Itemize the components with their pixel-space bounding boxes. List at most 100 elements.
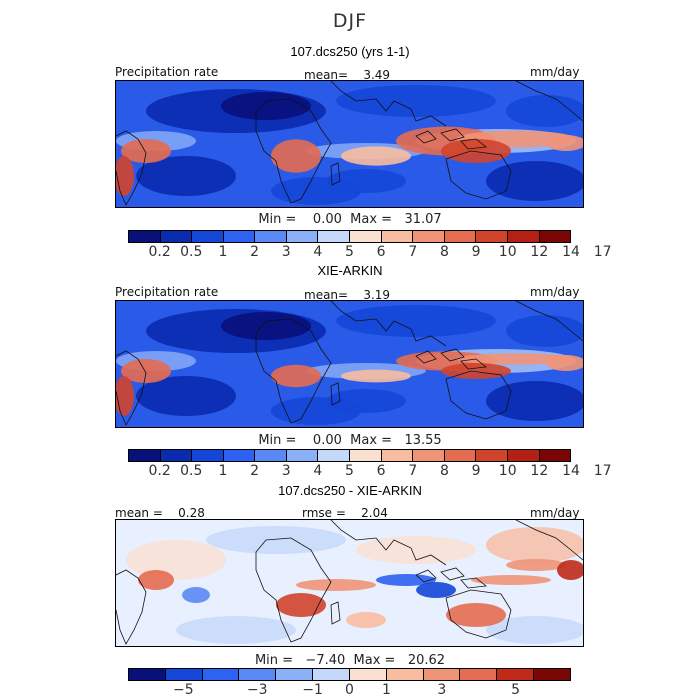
colorbar-tick-label: 4: [313, 463, 323, 479]
colorbar-tick-label: 17: [593, 463, 612, 479]
colorbar-tick-label: −3: [246, 682, 268, 698]
panel2-field-label: Precipitation rate: [115, 285, 219, 299]
colorbar-swatch: [539, 450, 571, 461]
panel3-minmax: Min = −7.40 Max = 20.62: [254, 653, 446, 668]
colorbar-swatch: [192, 231, 224, 242]
colorbar-swatch: [192, 450, 224, 461]
panel2-colorbar-ticks: 0.2 0.5 1 2 3 4 5 6 7 8 9 10 12 14 17: [128, 463, 612, 479]
colorbar-swatch: [413, 450, 445, 461]
colorbar-swatch: [349, 669, 387, 680]
colorbar-swatch: [534, 669, 570, 680]
colorbar-swatch: [276, 669, 314, 680]
colorbar-swatch: [255, 450, 287, 461]
global-precipitation-map-icon: [116, 81, 583, 207]
panel1-colorbar: [128, 230, 571, 243]
colorbar-tick-label: 14: [562, 244, 580, 260]
colorbar-swatch: [386, 669, 424, 680]
colorbar-swatch: [286, 450, 319, 461]
colorbar-tick-label: 7: [408, 463, 418, 479]
panel1-title: 107.dcs250 (yrs 1-1): [290, 44, 410, 59]
colorbar-swatch: [444, 450, 477, 461]
colorbar-swatch: [381, 231, 414, 242]
panel3-map: [115, 519, 584, 647]
panel3-rmse-label: rmse = 2.04: [302, 506, 388, 520]
colorbar-tick-label: 12: [530, 244, 549, 260]
colorbar-tick-label: 5: [511, 682, 521, 698]
colorbar-swatch: [286, 231, 319, 242]
colorbar-tick-label: 5: [345, 463, 354, 479]
colorbar-tick-label: 10: [498, 463, 517, 479]
colorbar-swatch: [313, 669, 350, 680]
colorbar-swatch: [255, 231, 287, 242]
colorbar-tick-label: 0.5: [180, 244, 203, 260]
colorbar-tick-label: −5: [173, 682, 194, 698]
colorbar-swatch: [223, 231, 256, 242]
panel1-field-label: Precipitation rate: [115, 65, 219, 79]
colorbar-tick-label: 6: [376, 463, 386, 479]
colorbar-swatch: [460, 669, 498, 680]
colorbar-swatch: [318, 231, 351, 242]
panel1-map: [115, 80, 584, 208]
colorbar-tick-label: 12: [530, 463, 549, 479]
colorbar-tick-label: 0.2: [148, 244, 171, 260]
colorbar-tick-label: 6: [376, 244, 386, 260]
colorbar-swatch: [507, 231, 540, 242]
colorbar-swatch: [476, 231, 508, 242]
colorbar-swatch: [202, 669, 240, 680]
colorbar-tick-label: 9: [471, 463, 481, 479]
colorbar-swatch: [350, 450, 382, 461]
panel2-mean-label: mean= 3.19: [304, 288, 391, 302]
colorbar-swatch: [239, 669, 277, 680]
colorbar-tick-label: 2: [250, 244, 260, 260]
panel3-units: mm/day: [530, 506, 580, 520]
colorbar-tick-label: 8: [439, 463, 449, 479]
colorbar-tick-label: 3: [281, 463, 291, 479]
colorbar-swatch: [507, 450, 540, 461]
colorbar-tick-label: 1: [381, 682, 391, 698]
panel1-units: mm/day: [530, 65, 580, 79]
colorbar-swatch: [160, 450, 193, 461]
colorbar-swatch: [423, 669, 461, 680]
colorbar-tick-label: 9: [471, 244, 481, 260]
panel3-mean-label: mean = 0.28: [115, 506, 205, 520]
colorbar-swatch: [350, 231, 382, 242]
colorbar-tick-label: 0.2: [148, 463, 171, 479]
colorbar-swatch: [223, 450, 256, 461]
colorbar-swatch: [129, 450, 161, 461]
panel2-minmax: Min = 0.00 Max = 13.55: [258, 433, 442, 448]
colorbar-swatch: [129, 231, 161, 242]
colorbar-swatch: [318, 450, 351, 461]
colorbar-tick-label: 1: [218, 244, 228, 260]
colorbar-swatch: [539, 231, 571, 242]
colorbar-swatch: [444, 231, 477, 242]
colorbar-swatch: [160, 231, 193, 242]
colorbar-swatch: [165, 669, 203, 680]
colorbar-tick-label: −1: [302, 682, 323, 698]
colorbar-tick-label: 3: [437, 682, 447, 698]
colorbar-swatch: [129, 669, 166, 680]
colorbar-tick-label: 1: [218, 463, 228, 479]
panel3-colorbar-ticks: −5 −3 −1 0 1 3 5: [128, 682, 571, 698]
panel2-colorbar: [128, 449, 571, 462]
season-title: DJF: [332, 10, 368, 32]
colorbar-tick-label: 2: [250, 463, 260, 479]
precipitation-difference-map-icon: [116, 520, 583, 646]
panel1-mean-label: mean= 3.49: [304, 68, 391, 82]
colorbar-tick-label: 10: [498, 244, 517, 260]
colorbar-swatch: [381, 450, 414, 461]
panel2-units: mm/day: [530, 285, 580, 299]
panel2-title: XIE-ARKIN: [317, 263, 383, 278]
panel1-colorbar-ticks: 0.2 0.5 1 2 3 4 5 6 7 8 9 10 12 14 17: [128, 244, 612, 260]
colorbar-tick-label: 14: [562, 463, 580, 479]
colorbar-tick-label: 7: [408, 244, 418, 260]
colorbar-tick-label: 4: [313, 244, 323, 260]
colorbar-tick-label: 5: [345, 244, 354, 260]
panel2-map: [115, 300, 584, 428]
colorbar-tick-label: 3: [281, 244, 291, 260]
panel3-title: 107.dcs250 - XIE-ARKIN: [278, 483, 422, 498]
colorbar-tick-label: 0: [345, 682, 354, 698]
panel3-colorbar: [128, 668, 571, 681]
panel1-minmax: Min = 0.00 Max = 31.07: [258, 212, 442, 227]
colorbar-swatch: [476, 450, 508, 461]
colorbar-tick-label: 0.5: [180, 463, 203, 479]
